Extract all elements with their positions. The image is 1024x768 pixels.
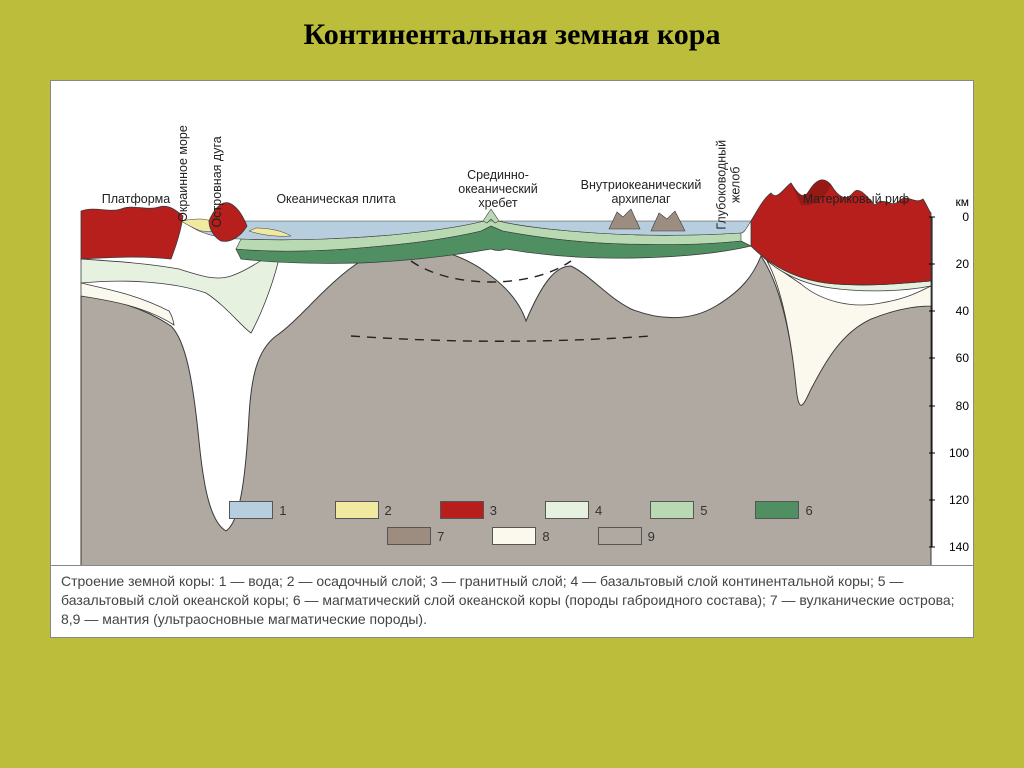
legend-item-9: 9 bbox=[598, 527, 655, 545]
legend-label-3: 3 bbox=[490, 503, 497, 518]
label-continental-rift: Материковый риф bbox=[786, 193, 926, 207]
legend-label-8: 8 bbox=[542, 529, 549, 544]
ytick-40: 40 bbox=[956, 304, 969, 318]
legend-label-2: 2 bbox=[385, 503, 392, 518]
label-intraoceanic-arch: Внутриокеанический архипелаг bbox=[561, 179, 721, 207]
page-title: Континентальная земная кора bbox=[0, 0, 1024, 62]
figure-caption: Строение земной коры: 1 — вода; 2 — осад… bbox=[50, 565, 974, 638]
cross-section-diagram: Платформа Окраинное море Островная дуга … bbox=[50, 80, 974, 565]
legend: 1 2 3 4 5 6 7 8 9 bbox=[171, 501, 871, 545]
legend-item-3: 3 bbox=[440, 501, 497, 519]
label-island-arc: Островная дуга bbox=[206, 127, 228, 227]
swatch-3 bbox=[440, 501, 484, 519]
swatch-6 bbox=[755, 501, 799, 519]
legend-item-2: 2 bbox=[335, 501, 392, 519]
label-platform: Платформа bbox=[96, 193, 176, 207]
label-oceanic-plate: Океаническая плита bbox=[261, 193, 411, 207]
volcanic-island-2 bbox=[651, 211, 685, 231]
legend-item-5: 5 bbox=[650, 501, 707, 519]
swatch-7 bbox=[387, 527, 431, 545]
legend-item-1: 1 bbox=[229, 501, 286, 519]
label-mid-ocean-ridge: Срединно- океанический хребет bbox=[443, 169, 553, 210]
legend-label-1: 1 bbox=[279, 503, 286, 518]
legend-label-7: 7 bbox=[437, 529, 444, 544]
legend-item-6: 6 bbox=[755, 501, 812, 519]
ytick-80: 80 bbox=[956, 399, 969, 413]
label-deep-trench: Глубоководный желоб bbox=[716, 121, 744, 231]
swatch-4 bbox=[545, 501, 589, 519]
legend-item-7: 7 bbox=[387, 527, 444, 545]
legend-label-4: 4 bbox=[595, 503, 602, 518]
figure-panel: Платформа Окраинное море Островная дуга … bbox=[50, 80, 974, 638]
swatch-9 bbox=[598, 527, 642, 545]
swatch-1 bbox=[229, 501, 273, 519]
ytick-120: 120 bbox=[949, 493, 969, 507]
legend-label-6: 6 bbox=[805, 503, 812, 518]
volcanic-island-1 bbox=[609, 209, 640, 229]
legend-label-5: 5 bbox=[700, 503, 707, 518]
ytick-20: 20 bbox=[956, 257, 969, 271]
ytick-0: 0 bbox=[962, 210, 969, 224]
ytick-60: 60 bbox=[956, 351, 969, 365]
legend-label-9: 9 bbox=[648, 529, 655, 544]
legend-item-4: 4 bbox=[545, 501, 602, 519]
legend-item-8: 8 bbox=[492, 527, 549, 545]
swatch-2 bbox=[335, 501, 379, 519]
y-unit: км bbox=[956, 195, 970, 209]
label-marginal-sea: Окраинное море bbox=[166, 131, 192, 221]
ytick-100: 100 bbox=[949, 446, 969, 460]
swatch-5 bbox=[650, 501, 694, 519]
swatch-8 bbox=[492, 527, 536, 545]
ytick-140: 140 bbox=[949, 540, 969, 554]
